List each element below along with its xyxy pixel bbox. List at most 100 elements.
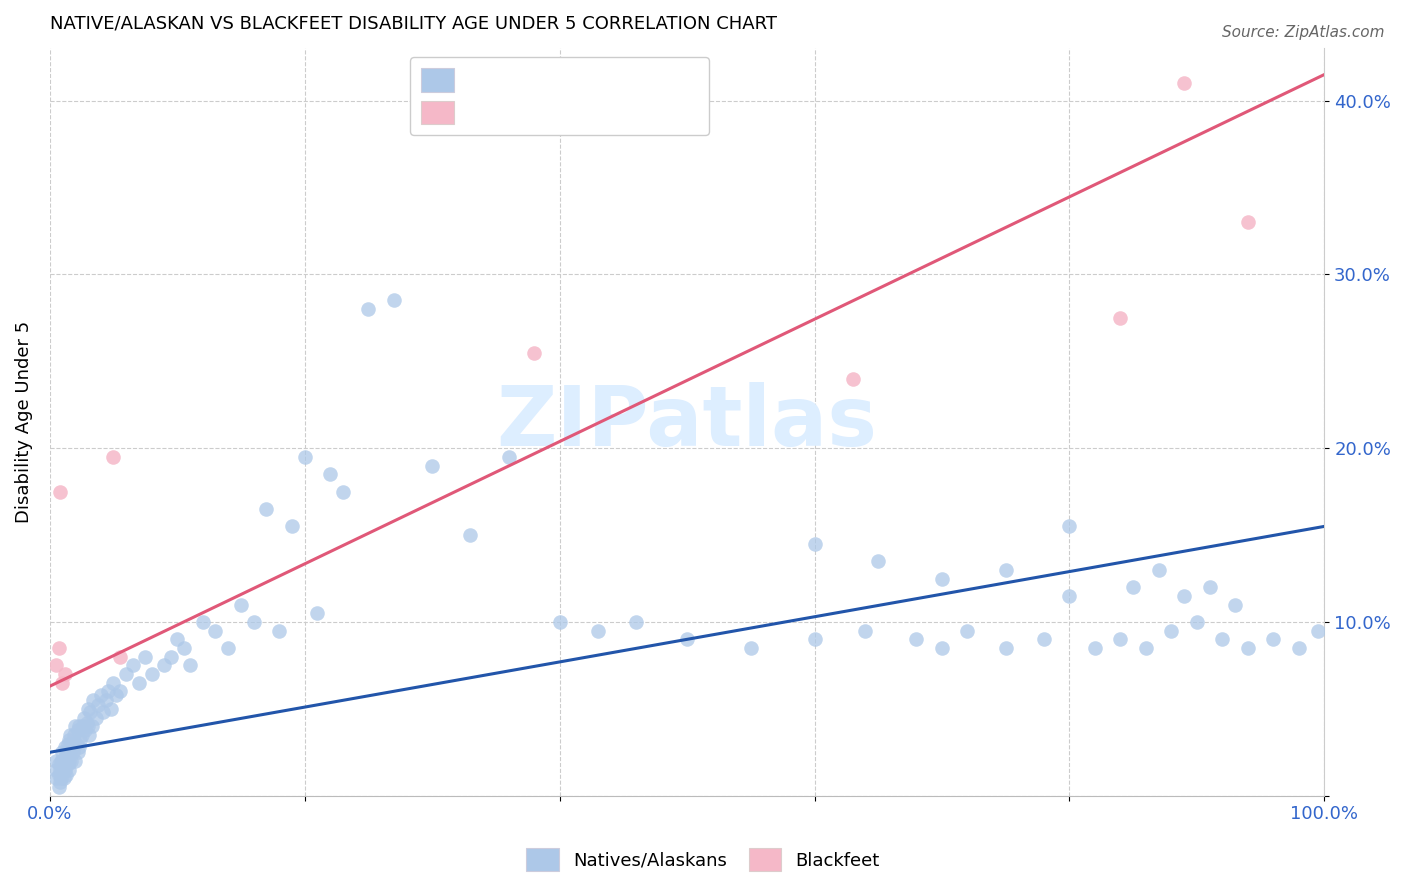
Point [420, 458, 443, 473]
Point [1109, 632, 1132, 647]
Point [66, 745, 89, 759]
Point [229, 598, 252, 612]
Point [58, 733, 80, 747]
Point [803, 632, 825, 647]
Point [60, 754, 83, 768]
Point [994, 640, 1017, 655]
Point [103, 450, 125, 464]
Point [740, 640, 762, 655]
Point [48, 780, 70, 794]
Point [1147, 563, 1170, 577]
Point [104, 688, 127, 702]
Point [1122, 580, 1144, 594]
Point [931, 640, 953, 655]
Point [842, 371, 865, 385]
Point [51, 754, 73, 768]
Point [63, 719, 86, 733]
Point [803, 537, 825, 551]
Point [460, 528, 482, 542]
Text: NATIVE/ALASKAN VS BLACKFEET DISABILITY AGE UNDER 5 CORRELATION CHART: NATIVE/ALASKAN VS BLACKFEET DISABILITY A… [49, 15, 776, 33]
Point [1211, 632, 1233, 647]
Point [586, 624, 609, 638]
Point [52, 757, 75, 772]
Point [624, 615, 647, 629]
Legend:                                         ,                                       : , [411, 57, 709, 135]
Point [58, 763, 80, 777]
Point [269, 624, 291, 638]
Text: 0.413: 0.413 [550, 77, 610, 95]
Point [67, 740, 90, 755]
Text: 13: 13 [675, 104, 702, 124]
Point [62, 745, 84, 759]
Point [84, 710, 107, 724]
Point [153, 658, 176, 673]
Y-axis label: Disability Age Under 5: Disability Age Under 5 [15, 321, 32, 524]
Point [55, 768, 77, 782]
Point [60, 737, 83, 751]
Point [357, 302, 380, 317]
Point [179, 658, 201, 673]
Point [59, 745, 82, 759]
Point [56, 737, 79, 751]
Point [76, 715, 98, 730]
Point [100, 702, 122, 716]
Point [204, 624, 226, 638]
Text: N =: N = [630, 77, 669, 95]
Point [1173, 589, 1195, 603]
Text: 120: 120 [662, 77, 702, 95]
Point [217, 640, 239, 655]
Point [1033, 632, 1056, 647]
Point [254, 502, 277, 516]
Point [1237, 640, 1260, 655]
Point [294, 450, 316, 464]
Point [77, 728, 100, 742]
Point [70, 728, 93, 742]
Point [51, 745, 73, 759]
Point [1225, 598, 1247, 612]
Point [1198, 580, 1220, 594]
Point [59, 728, 82, 742]
Point [1135, 640, 1157, 655]
Point [45, 763, 67, 777]
Point [281, 519, 304, 533]
Point [49, 484, 72, 499]
Point [73, 710, 96, 724]
Point [1237, 215, 1260, 229]
Text: R =: R = [512, 77, 550, 95]
Point [49, 775, 72, 789]
Point [121, 658, 143, 673]
Point [49, 763, 72, 777]
Point [1306, 624, 1329, 638]
Point [931, 572, 953, 586]
Point [52, 772, 75, 786]
Point [53, 667, 76, 681]
Point [115, 667, 138, 681]
Point [48, 640, 70, 655]
Point [66, 723, 89, 737]
Text: N =: N = [630, 105, 669, 123]
Point [855, 624, 877, 638]
Point [1263, 632, 1285, 647]
Point [103, 675, 125, 690]
Text: Source: ZipAtlas.com: Source: ZipAtlas.com [1222, 25, 1385, 40]
Point [58, 754, 80, 768]
Point [173, 640, 195, 655]
Point [498, 450, 520, 464]
Point [82, 693, 104, 707]
Point [1185, 615, 1208, 629]
Point [1059, 589, 1081, 603]
Point [382, 293, 405, 308]
Text: 0.803: 0.803 [550, 104, 610, 124]
Point [1160, 624, 1182, 638]
Point [90, 688, 112, 702]
Point [63, 754, 86, 768]
Point [67, 719, 90, 733]
Point [49, 754, 72, 768]
Point [45, 772, 67, 786]
Point [72, 719, 94, 733]
Point [49, 772, 72, 786]
Point [69, 733, 91, 747]
Point [523, 345, 546, 359]
Text: R =: R = [512, 105, 550, 123]
Point [1288, 640, 1310, 655]
